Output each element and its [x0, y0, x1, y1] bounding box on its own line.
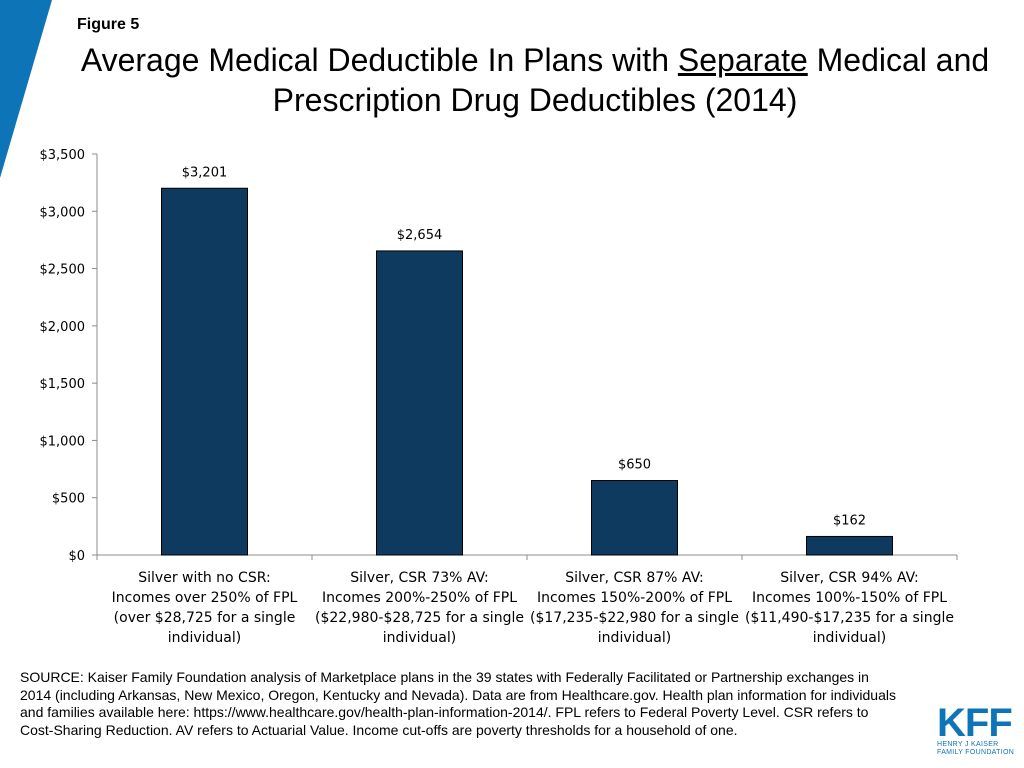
x-category-label-line: (over $28,725 for a single [113, 610, 296, 626]
x-category-label-line: Silver, CSR 87% AV: [565, 570, 704, 586]
x-category-label-line: individual) [812, 630, 887, 646]
x-category-label-line: individual) [382, 630, 457, 646]
y-tick-label: $1,000 [40, 434, 86, 449]
source-note: SOURCE: Kaiser Family Foundation analysi… [20, 669, 896, 738]
y-tick-label: $3,000 [40, 205, 86, 220]
chart-title: Average Medical Deductible In Plans with… [60, 40, 1010, 120]
x-category-label-line: individual) [597, 630, 672, 646]
x-category-label-line: ($11,490-$17,235 for a single [745, 610, 954, 626]
x-category-label: Silver with no CSR: Incomes over 250% of … [97, 568, 312, 648]
figure-label: Figure 5 [77, 16, 140, 33]
logo-subtitle-line1: HENRY J KAISER [937, 741, 999, 748]
x-category-label-line: Incomes 150%-200% of FPL [536, 590, 733, 606]
data-label: $3,201 [182, 165, 228, 180]
logo-wordmark: KFF [937, 701, 1013, 745]
chart-title-underlined: Separate [677, 42, 808, 78]
y-tick-label: $500 [52, 492, 85, 507]
y-tick-label: $2,500 [40, 263, 86, 278]
y-tick-label: $2,000 [40, 320, 86, 335]
corner-accent-shape [0, 0, 52, 178]
y-tick-label: $3,500 [40, 148, 86, 163]
data-label: $162 [833, 513, 866, 528]
x-category-label-line: Incomes over 250% of FPL [111, 590, 298, 606]
bar [806, 535, 893, 556]
x-category-label-line: Silver with no CSR: [138, 570, 271, 586]
x-category-label-line: Silver, CSR 73% AV: [350, 570, 489, 586]
data-label: $650 [618, 458, 651, 473]
bar-chart: $0 $500 $1,000 $1,500 $2,000 $2,500 $3,000 $3,5… [40, 148, 958, 564]
logo-subtitle-line2: FAMILY FOUNDATION [937, 749, 1015, 756]
x-category-label-line: Incomes 100%-150% of FPL [751, 590, 948, 606]
y-tick-label: $1,500 [40, 377, 86, 392]
x-category-label: Silver, CSR 73% AV: Incomes 200%-250% of … [312, 568, 527, 648]
bar [161, 187, 248, 556]
x-category-label-line: individual) [167, 630, 242, 646]
x-category-label: Silver, CSR 94% AV: Incomes 100%-150% of … [742, 568, 957, 648]
x-category-label-line: Silver, CSR 94% AV: [780, 570, 919, 586]
x-category-label-line: ($17,235-$22,980 for a single [530, 610, 739, 626]
x-category-label-line: ($22,980-$28,725 for a single [315, 610, 524, 626]
kff-logo: KFF HENRY J KAISER FAMILY FOUNDATION [937, 701, 1017, 757]
bar [591, 480, 678, 556]
y-tick-label: $0 [68, 549, 85, 564]
bar [376, 250, 463, 556]
data-label: $2,654 [397, 228, 443, 243]
x-category-label: Silver, CSR 87% AV: Incomes 150%-200% of … [527, 568, 742, 648]
x-category-label-line: Incomes 200%-250% of FPL [321, 590, 518, 606]
chart-title-part2: Medical and Prescription Drug Deductible… [272, 42, 990, 118]
chart-title-part1: Average Medical Deductible In Plans with [80, 42, 678, 78]
